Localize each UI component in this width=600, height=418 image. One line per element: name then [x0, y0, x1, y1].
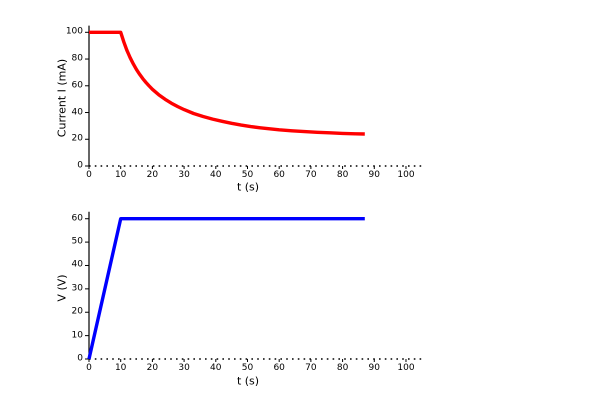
x-tick-label: 20 — [146, 170, 159, 180]
y-tick-label: 0 — [77, 160, 83, 171]
bottom-xaxis-label: t (s) — [236, 374, 260, 388]
x-tick-label: 40 — [210, 363, 222, 373]
top-yaxis-label: Current I (mA) — [55, 58, 69, 138]
y-tick-label: 20 — [71, 306, 83, 317]
y-tick-label: 80 — [71, 53, 83, 64]
x-tick-label: 70 — [305, 170, 317, 180]
top-xaxis-label: t (s) — [236, 180, 260, 194]
x-tick-label: 60 — [273, 170, 285, 180]
x-tick-label: 60 — [273, 363, 285, 373]
top-plot — [85, 25, 425, 169]
x-tick-label: 40 — [210, 170, 222, 180]
x-tick-label: 80 — [336, 363, 349, 373]
x-tick-label: 50 — [241, 363, 254, 373]
x-tick-label: 0 — [86, 170, 92, 180]
y-tick-label: 30 — [71, 283, 83, 294]
y-tick-label: 10 — [71, 330, 83, 341]
y-tick-label: 60 — [71, 80, 83, 91]
bottom-plot — [85, 211, 425, 362]
y-tick-label: 40 — [71, 259, 83, 270]
x-tick-label: 50 — [241, 170, 254, 180]
x-tick-label: 100 — [397, 363, 415, 373]
x-tick-label: 80 — [336, 170, 349, 180]
y-tick-label: 0 — [77, 353, 83, 364]
y-tick-label: 50 — [71, 236, 83, 247]
current-curve — [89, 30, 365, 136]
y-tick-label: 20 — [71, 133, 83, 144]
x-tick-label: 90 — [368, 363, 381, 373]
x-tick-label: 30 — [178, 170, 190, 180]
x-tick-label: 30 — [178, 363, 190, 373]
x-tick-label: 10 — [114, 363, 127, 373]
x-tick-label: 10 — [114, 170, 127, 180]
x-tick-label: 20 — [146, 363, 159, 373]
voltage-curve — [87, 216, 365, 360]
bottom-yaxis-label: V (V) — [55, 274, 69, 302]
y-tick-label: 100 — [65, 26, 83, 37]
x-tick-label: 0 — [86, 363, 92, 373]
y-tick-label: 60 — [71, 213, 83, 224]
x-tick-label: 70 — [305, 363, 317, 373]
x-tick-label: 90 — [368, 170, 381, 180]
y-tick-label: 40 — [71, 107, 83, 118]
x-tick-label: 100 — [397, 170, 415, 180]
